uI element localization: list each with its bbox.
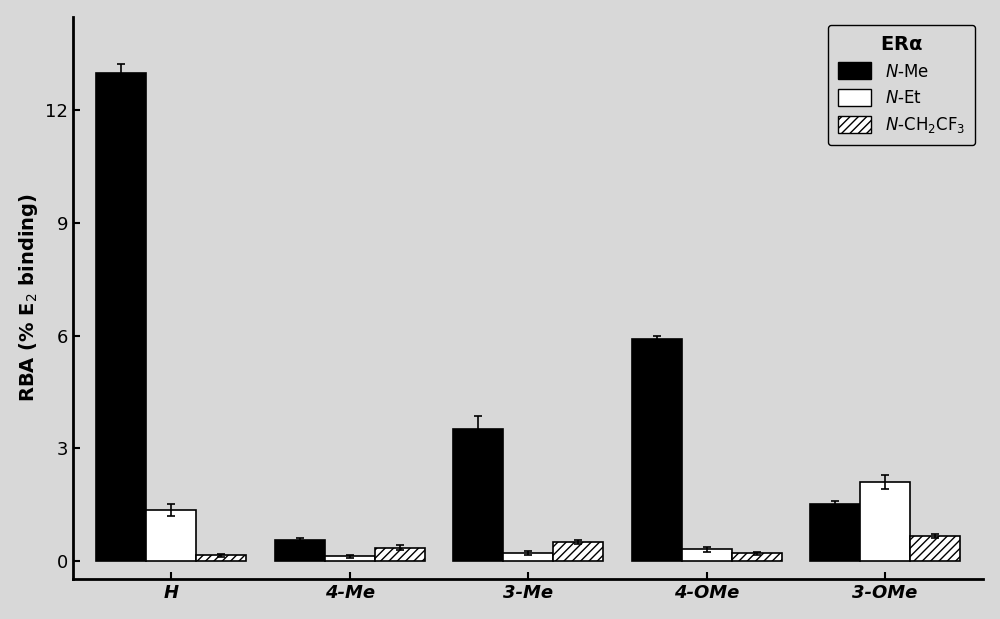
Y-axis label: RBA (% E$_2$ binding): RBA (% E$_2$ binding) <box>17 194 40 402</box>
Bar <box>682 550 732 561</box>
Bar <box>275 540 325 561</box>
Legend: $N$-Me, $N$-Et, $N$-CH$_2$CF$_3$: $N$-Me, $N$-Et, $N$-CH$_2$CF$_3$ <box>828 25 975 145</box>
Bar <box>910 536 960 561</box>
Bar <box>810 504 860 561</box>
Bar <box>732 553 782 561</box>
Bar <box>146 510 196 561</box>
Bar <box>503 553 553 561</box>
Bar <box>453 430 503 561</box>
Bar <box>196 555 246 561</box>
Bar <box>632 339 682 561</box>
Bar <box>860 482 910 561</box>
Bar <box>325 556 375 561</box>
Bar <box>375 548 425 561</box>
Bar <box>553 542 603 561</box>
Bar <box>96 73 146 561</box>
